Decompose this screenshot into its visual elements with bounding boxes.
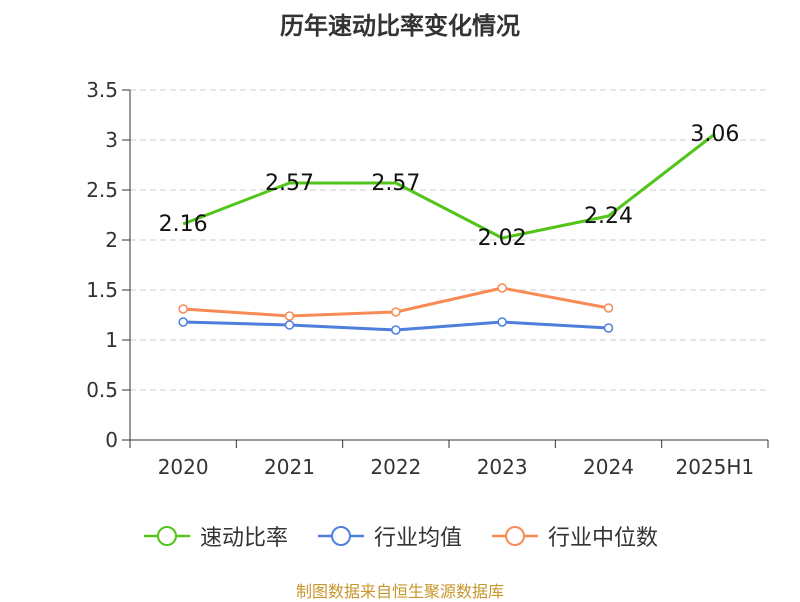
data-label: 2.16 xyxy=(159,212,208,237)
legend-marker-icon xyxy=(317,526,364,546)
data-point xyxy=(178,317,188,327)
legend-item[interactable]: 行业中位数 xyxy=(490,520,658,552)
data-label: 2.57 xyxy=(371,171,420,196)
y-tick-label: 2 xyxy=(105,228,118,252)
data-label: 2.02 xyxy=(478,226,527,251)
y-tick-label: 3 xyxy=(105,128,118,152)
x-tick-label: 2023 xyxy=(477,455,528,479)
series-line xyxy=(182,132,716,240)
legend-marker-icon xyxy=(143,526,190,546)
legend-label: 行业均值 xyxy=(373,526,462,551)
data-point xyxy=(497,283,507,293)
y-tick-label: 1.5 xyxy=(86,278,118,302)
data-point xyxy=(603,323,614,333)
chart-title: 历年速动比率变化情况 xyxy=(280,12,520,40)
data-point xyxy=(391,307,401,317)
x-tick-label: 2021 xyxy=(264,455,315,479)
y-tick-label: 2.5 xyxy=(86,178,118,202)
data-label: 2.57 xyxy=(265,171,314,196)
legend-item[interactable]: 行业均值 xyxy=(316,520,462,552)
data-label: 2.24 xyxy=(584,204,633,229)
data-point xyxy=(178,304,188,314)
data-point xyxy=(391,325,401,335)
y-tick-label: 0 xyxy=(105,428,118,452)
data-point xyxy=(497,317,507,327)
data-point xyxy=(603,303,614,313)
y-tick-label: 1 xyxy=(105,328,118,352)
chart-legend: 速动比率 行业均值 行业中位数 xyxy=(0,520,800,552)
legend-marker-icon xyxy=(492,526,538,546)
legend-label: 速动比率 xyxy=(199,526,288,551)
legend-label: 行业中位数 xyxy=(548,526,659,551)
data-label: 3.06 xyxy=(690,122,739,147)
data-point xyxy=(284,311,295,321)
x-tick-label: 2020 xyxy=(158,455,209,479)
legend-item[interactable]: 速动比率 xyxy=(142,520,288,552)
source-note: 制图数据来自恒生聚源数据库 xyxy=(295,582,504,601)
data-point xyxy=(284,320,295,330)
x-tick-label: 2024 xyxy=(583,455,634,479)
y-tick-label: 3.5 xyxy=(86,78,118,102)
x-tick-label: 2025H1 xyxy=(675,455,754,479)
y-tick-label: 0.5 xyxy=(86,378,118,402)
x-tick-label: 2022 xyxy=(370,455,421,479)
